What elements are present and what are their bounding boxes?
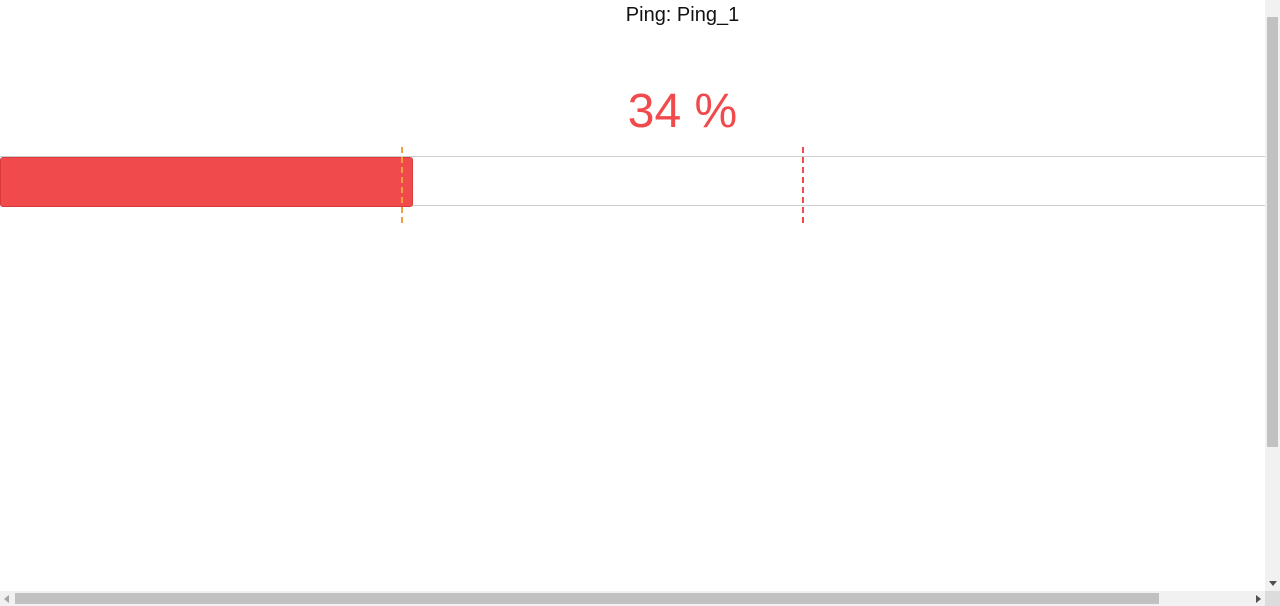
scrollbar-corner — [1265, 591, 1280, 606]
horizontal-scrollbar-thumb[interactable] — [15, 593, 1159, 604]
gauge-panel: Ping: Ping_1 34 % — [0, 4, 1265, 223]
scroll-right-arrow-icon[interactable] — [1256, 595, 1261, 603]
vertical-scrollbar[interactable] — [1265, 0, 1280, 591]
warning-threshold-marker — [401, 147, 403, 223]
scroll-down-arrow-icon[interactable] — [1269, 581, 1277, 586]
gauge-track — [0, 156, 1265, 206]
panel-title: Ping: Ping_1 — [625, 4, 740, 26]
gauge-fill-bar — [0, 157, 413, 207]
horizontal-scrollbar[interactable] — [0, 591, 1265, 606]
scroll-left-arrow-icon[interactable] — [4, 595, 9, 603]
critical-threshold-marker — [802, 147, 804, 223]
gauge-value: 34 % — [627, 85, 738, 138]
vertical-scrollbar-thumb[interactable] — [1267, 17, 1278, 447]
